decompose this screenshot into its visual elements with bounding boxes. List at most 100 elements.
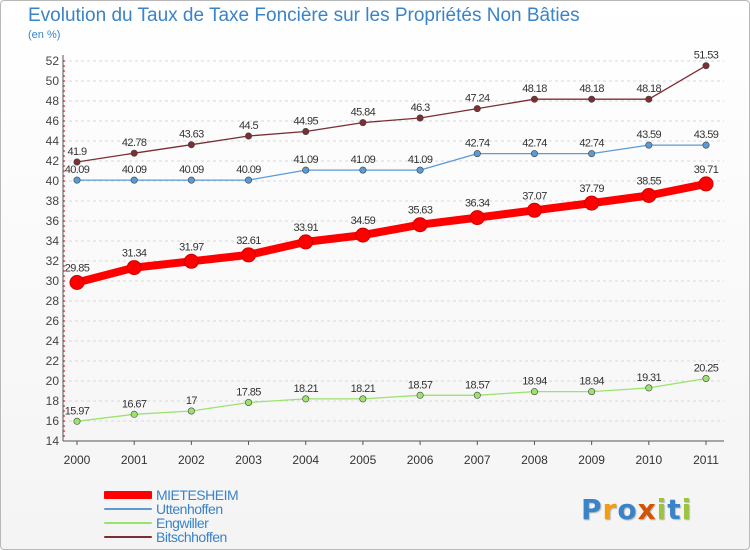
data-label: 45.84	[351, 107, 376, 119]
data-label: 41.09	[408, 154, 433, 166]
data-point	[359, 166, 367, 174]
data-label: 37.79	[579, 183, 604, 195]
data-point	[584, 195, 600, 211]
data-point	[530, 150, 538, 158]
data-label: 36.34	[465, 198, 490, 210]
data-point	[245, 132, 253, 140]
data-point	[126, 260, 142, 276]
data-point	[130, 176, 138, 184]
data-point	[187, 176, 195, 184]
data-label: 42.74	[579, 138, 604, 150]
data-point	[641, 188, 657, 203]
data-label: 17.85	[236, 387, 261, 399]
data-label: 46.3	[411, 102, 430, 114]
data-point	[588, 150, 596, 158]
unit-label: (en %)	[28, 29, 61, 41]
data-point	[359, 395, 367, 403]
legend-swatch	[104, 522, 152, 524]
y-tick-label: 22	[46, 354, 60, 368]
data-point	[355, 227, 371, 243]
legend-label: Uttenhoffen	[156, 501, 223, 517]
x-tick-label: 2003	[235, 453, 262, 467]
data-label: 41.9	[67, 146, 86, 158]
data-point	[416, 114, 424, 122]
data-label: 44.95	[293, 116, 318, 128]
data-label: 33.91	[293, 222, 318, 234]
y-tick-label: 36	[46, 214, 60, 228]
x-tick-label: 2009	[578, 453, 605, 467]
data-point	[359, 119, 367, 127]
legend-label: MIETESHEIM	[156, 487, 239, 503]
data-point	[73, 158, 81, 166]
data-point	[130, 149, 138, 157]
data-label: 41.09	[293, 154, 318, 166]
data-label: 18.21	[351, 383, 376, 395]
data-point	[187, 141, 195, 149]
legend-swatch	[104, 491, 152, 499]
y-tick-label: 40	[46, 174, 60, 188]
data-label: 48.18	[522, 83, 547, 95]
data-point	[416, 166, 424, 174]
legend-swatch	[104, 508, 152, 510]
data-label: 19.31	[637, 372, 662, 384]
data-label: 35.63	[408, 205, 433, 217]
y-tick-label: 46	[46, 114, 60, 128]
data-label: 15.97	[65, 405, 90, 417]
data-point	[245, 176, 253, 184]
data-label: 42.78	[122, 137, 147, 149]
data-point	[130, 410, 138, 418]
data-point	[302, 128, 310, 136]
data-point	[698, 176, 714, 192]
data-point	[645, 95, 653, 103]
y-tick-label: 42	[46, 154, 60, 168]
data-label: 34.59	[351, 215, 376, 227]
data-point	[298, 234, 314, 250]
x-tick-label: 2011	[693, 453, 719, 467]
data-label: 47.24	[465, 93, 490, 105]
data-label: 40.09	[179, 164, 204, 176]
data-label: 48.18	[637, 83, 662, 95]
x-tick-label: 2007	[464, 453, 491, 467]
y-tick-label: 20	[46, 374, 60, 388]
legend-label: Engwiller	[156, 515, 209, 531]
data-point	[73, 176, 81, 184]
data-label: 39.71	[694, 164, 719, 176]
data-point	[412, 217, 428, 233]
x-tick-label: 2004	[292, 453, 319, 467]
data-label: 43.59	[637, 129, 662, 141]
data-label: 18.94	[579, 376, 604, 388]
data-label: 31.97	[179, 241, 204, 253]
data-point	[473, 150, 481, 158]
data-label: 32.61	[236, 235, 261, 247]
y-tick-label: 26	[46, 314, 60, 328]
data-point	[702, 374, 710, 382]
x-tick-label: 2005	[350, 453, 377, 467]
data-label: 38.55	[637, 176, 662, 188]
x-tick-label: 2008	[521, 453, 548, 467]
data-point	[473, 105, 481, 113]
data-point	[469, 210, 485, 226]
data-label: 31.34	[122, 248, 147, 260]
data-label: 37.07	[522, 190, 547, 202]
data-label: 41.09	[351, 154, 376, 166]
chart-title: Evolution du Taux de Taxe Foncière sur l…	[28, 5, 580, 26]
data-point	[416, 391, 424, 399]
data-point	[530, 388, 538, 396]
data-point	[302, 395, 310, 403]
data-point	[530, 95, 538, 103]
data-label: 18.21	[293, 383, 318, 395]
x-tick-label: 2001	[121, 453, 148, 467]
x-tick-label: 2010	[635, 453, 662, 467]
y-tick-label: 30	[46, 274, 60, 288]
data-point	[183, 253, 199, 269]
data-label: 40.09	[122, 164, 147, 176]
data-label: 29.85	[65, 263, 90, 275]
series-line-uttenhoffen	[76, 144, 707, 181]
y-tick-label: 48	[46, 94, 60, 108]
data-point	[241, 247, 257, 263]
legend-swatch	[104, 536, 152, 538]
proxiti-logo: Proxiti	[581, 493, 693, 526]
y-tick-label: 50	[46, 74, 60, 88]
data-label: 51.53	[694, 50, 719, 62]
